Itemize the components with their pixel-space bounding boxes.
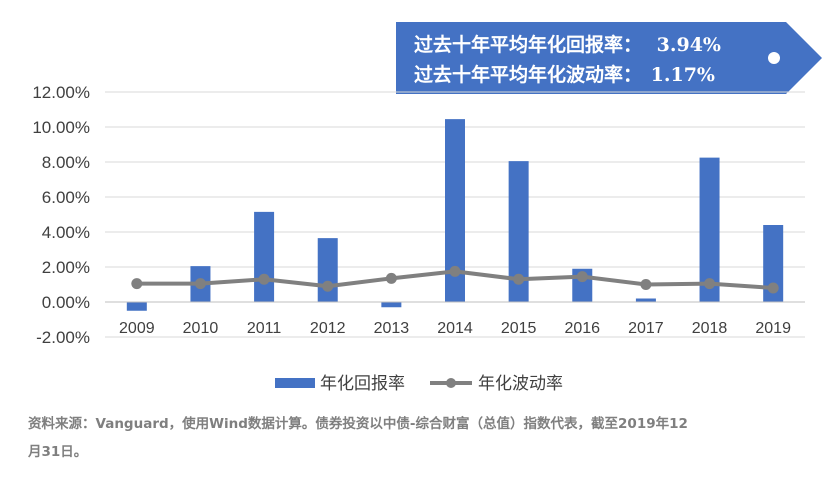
bar-2009 [126,302,147,311]
legend-line-marker [446,378,456,388]
chart: 过去十年平均年化回报率： 3.94% 过去十年平均年化波动率： 1.17% -2… [32,22,822,394]
source-line1: 资料来源：Vanguard，使用Wind数据计算。债券投资以中债-综合财富（总值… [28,416,688,432]
volatility-point-2013 [385,272,397,284]
source-footnote: 资料来源：Vanguard，使用Wind数据计算。债券投资以中债-综合财富（总值… [28,410,818,466]
volatility-point-2009 [131,278,143,290]
x-tick-label: 2018 [692,320,728,337]
bar-2013 [381,302,402,308]
legend-bar-label: 年化回报率 [320,374,405,394]
volatility-point-2010 [194,278,206,290]
bar-2018 [699,157,720,302]
volatility-point-2011 [258,273,270,285]
legend-line-label: 年化波动率 [478,374,563,394]
volatility-point-2019 [767,282,779,294]
bar-2017 [635,298,656,302]
banner-line2-value: 1.17% [651,64,715,86]
bar-2014 [445,119,465,302]
line-series [131,265,779,294]
summary-banner: 过去十年平均年化回报率： 3.94% 过去十年平均年化波动率： 1.17% [396,22,822,94]
y-tick-label: 2.00% [42,258,90,277]
volatility-point-2014 [449,265,461,277]
y-tick-label: 10.00% [32,118,90,137]
x-tick-label: 2009 [119,320,155,337]
y-tick-label: 12.00% [32,83,90,102]
volatility-point-2015 [513,273,525,285]
y-tick-label: 0.00% [42,293,90,312]
x-tick-label: 2011 [247,320,282,337]
banner-line1: 过去十年平均年化回报率： 3.94% [414,33,721,56]
banner-dot-icon [768,52,780,64]
x-axis: 2009 2010 2011 2012 2013 2014 2015 2016 2017 2018… [119,320,791,337]
bar-2011 [254,211,275,302]
y-tick-label: 4.00% [42,223,90,242]
x-tick-label: 2017 [628,320,664,337]
bar-2012 [317,238,338,302]
bar-2015 [508,161,529,302]
volatility-point-2016 [576,271,588,283]
volatility-point-2017 [640,279,652,290]
legend-bar-swatch [275,378,315,388]
x-tick-label: 2014 [437,320,473,337]
volatility-point-2018 [704,278,716,290]
x-tick-label: 2013 [374,320,410,337]
banner-line2-label: 过去十年平均年化波动率： [414,63,642,86]
banner-line1-label: 过去十年平均年化回报率： [414,33,642,56]
banner-line1-value: 3.94% [657,34,721,56]
source-line2: 月31日。 [28,444,88,460]
x-tick-label: 2010 [183,320,219,337]
x-tick-label: 2012 [310,320,346,337]
banner-line2: 过去十年平均年化波动率： 1.17% [414,63,715,86]
y-tick-label: 6.00% [42,188,90,207]
volatility-point-2012 [322,280,334,292]
bar-2019 [763,225,784,302]
y-tick-label: 8.00% [42,153,90,172]
x-tick-label: 2015 [501,320,537,337]
x-tick-label: 2019 [755,320,791,337]
x-tick-label: 2016 [564,320,600,337]
banner-arrow-shape [396,22,822,94]
y-axis: -2.00% 0.00% 2.00% 4.00% 6.00% 8.00% 10.00% 12.… [32,83,90,347]
y-tick-label: -2.00% [36,328,90,347]
legend: 年化回报率 年化波动率 [275,374,563,394]
